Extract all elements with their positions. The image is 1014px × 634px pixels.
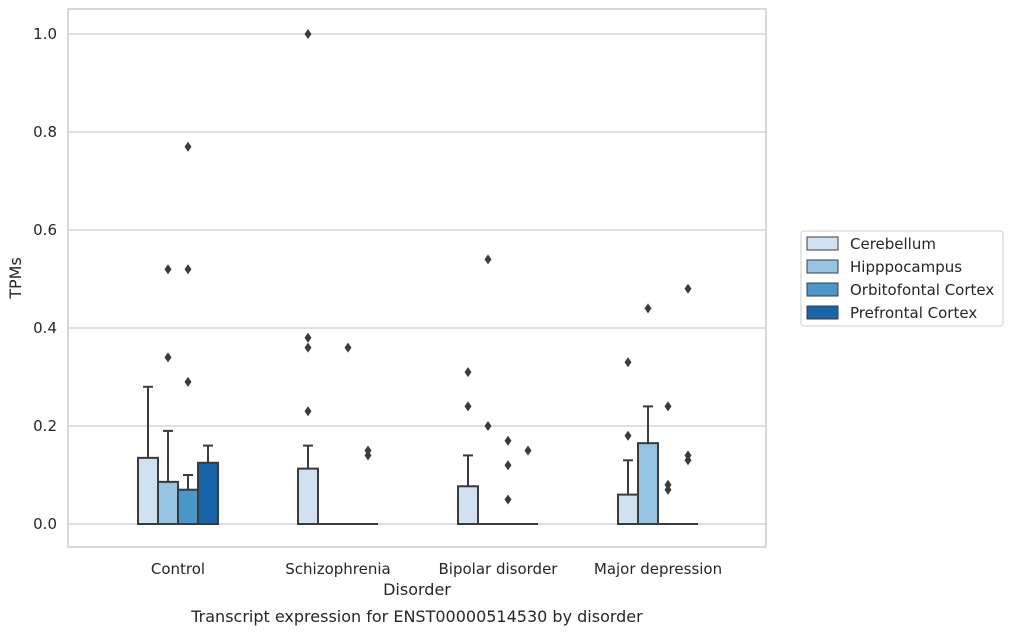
box-layer [137, 29, 698, 526]
outlier-point [344, 342, 352, 353]
y-tick-label: 0.2 [33, 417, 57, 435]
box-prefrontal-cortex-1 [358, 445, 378, 525]
legend-label: Hipppocampus [850, 258, 962, 276]
outlier-point [304, 332, 312, 343]
outlier-point [464, 367, 472, 378]
x-tick-label: Schizophrenia [285, 560, 390, 578]
box-body [617, 493, 639, 526]
outlier-point [364, 445, 372, 456]
legend-label: Prefrontal Cortex [850, 304, 977, 322]
outlier-point [164, 352, 172, 363]
box-prefrontal-cortex-2 [518, 445, 538, 525]
box-body [157, 480, 179, 525]
box-cerebellum-3 [617, 357, 639, 526]
box-hipppocampus-3 [637, 303, 659, 525]
outlier-point [304, 406, 312, 417]
box-body [457, 485, 479, 525]
outlier-point [624, 430, 632, 441]
legend-swatch [806, 282, 839, 297]
outlier-point [664, 401, 672, 412]
box-body [197, 461, 219, 525]
box-body [177, 488, 199, 526]
outlier-point [464, 401, 472, 412]
legend: Cerebellum Hipppocampus Orbitofontal Corte… [800, 230, 1004, 327]
outlier-point [184, 141, 192, 152]
box-hipppocampus-2 [478, 254, 498, 525]
outlier-point [304, 342, 312, 353]
x-tick-label: Major depression [594, 560, 722, 578]
x-tick-labels: Control Schizophrenia Bipolar disorder Majo… [151, 560, 722, 578]
x-tick-label: Control [151, 560, 205, 578]
outlier-point [684, 450, 692, 461]
box-body [637, 442, 659, 525]
y-tick-labels: 0.0 0.2 0.4 0.6 0.8 1.0 [33, 25, 57, 533]
outlier-point [504, 460, 512, 471]
x-axis-label: Disorder [383, 580, 451, 599]
legend-label: Cerebellum [850, 235, 936, 253]
box-body [137, 456, 159, 526]
outlier-point [164, 264, 172, 275]
outlier-point [504, 435, 512, 446]
box-body [297, 467, 319, 526]
legend-label: Orbitofontal Cortex [850, 281, 994, 299]
outlier-point [184, 376, 192, 387]
outlier-point [484, 254, 492, 265]
chart-title: Transcript expression for ENST0000051453… [190, 607, 643, 626]
box-cerebellum-1 [297, 29, 319, 526]
y-tick-label: 0.8 [33, 123, 57, 141]
x-tick-label: Bipolar disorder [439, 560, 559, 578]
box-orbitofontal-cortex-3 [658, 401, 678, 525]
legend-swatch [806, 236, 839, 251]
outlier-point [624, 357, 632, 368]
outlier-point [644, 303, 652, 314]
box-prefrontal-cortex-3 [678, 283, 698, 525]
box-orbitofontal-cortex-2 [498, 435, 518, 525]
legend-frame [800, 230, 1004, 327]
y-tick-label: 0.6 [33, 221, 57, 239]
box-orbitofontal-cortex-1 [338, 342, 358, 525]
legend-swatch [806, 259, 839, 274]
outlier-point [304, 29, 312, 39]
y-tick-label: 0.4 [33, 319, 57, 337]
box-orbitofontal-cortex-0 [177, 141, 199, 526]
outlier-point [664, 479, 672, 490]
outlier-point [524, 445, 532, 456]
outlier-point [504, 494, 512, 505]
outlier-point [684, 283, 692, 294]
plot-area [68, 9, 766, 547]
box-prefrontal-cortex-0 [197, 444, 219, 525]
y-tick-label: 1.0 [33, 25, 57, 43]
y-axis-label: TPMs [6, 257, 25, 300]
y-tick-label: 0.0 [33, 515, 57, 533]
outlier-point [184, 264, 192, 275]
plot-frame [67, 8, 767, 548]
legend-swatch [806, 305, 839, 320]
box-cerebellum-2 [457, 367, 479, 525]
outlier-point [484, 421, 492, 431]
